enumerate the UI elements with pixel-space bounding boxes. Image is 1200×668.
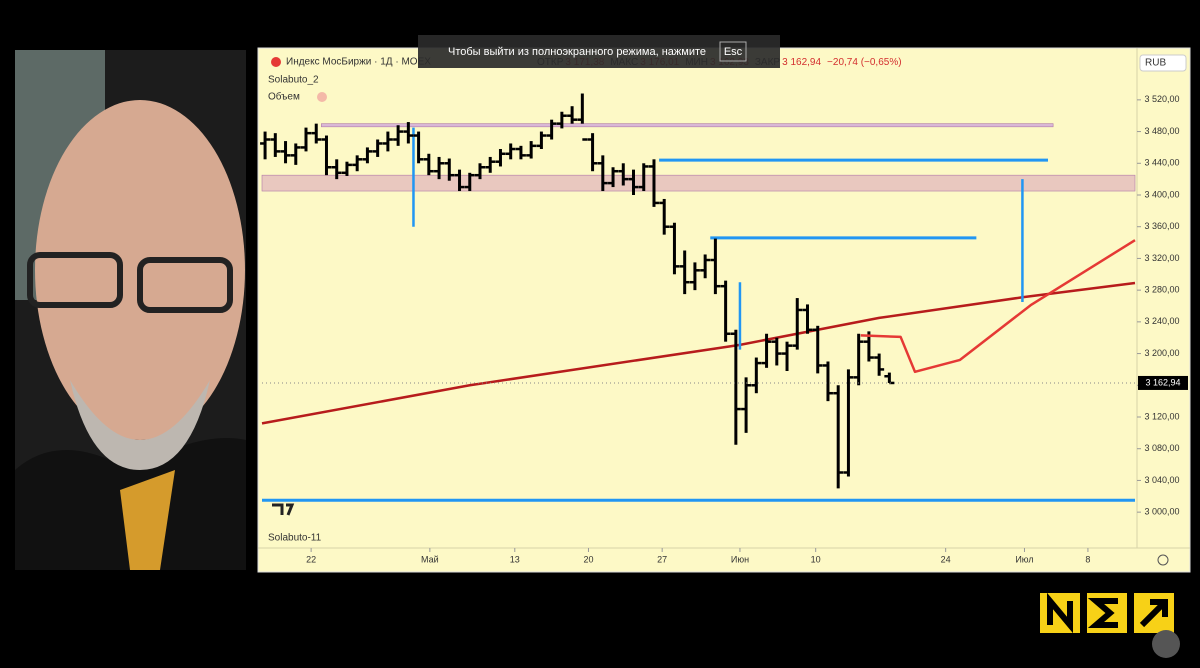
y-tick-label: 3 440,00	[1144, 158, 1179, 168]
plot: 3 000,003 040,003 080,003 120,003 160,00…	[260, 93, 1188, 564]
moving-average	[261, 281, 1136, 425]
y-tick-label: 3 080,00	[1144, 443, 1179, 453]
legend-change: −20,74 (−0,65%)	[827, 57, 902, 68]
y-tick-label: 3 360,00	[1144, 221, 1179, 231]
y-tick-label: 3 000,00	[1144, 507, 1179, 517]
y-tick-label: 3 480,00	[1144, 126, 1179, 136]
banner-text: Чтобы выйти из полноэкранного режима, на…	[448, 46, 706, 58]
forecast-line	[860, 239, 1136, 374]
logo-glyph	[1047, 592, 1073, 634]
warning-icon	[317, 92, 327, 102]
glasses-left	[27, 252, 123, 308]
brand-logo	[1040, 592, 1180, 658]
tv-logo	[272, 503, 295, 516]
x-tick-label: 22	[306, 554, 316, 564]
y-tick-label: 3 320,00	[1144, 253, 1179, 263]
x-tick-label: 27	[657, 554, 667, 564]
webcam	[15, 50, 246, 570]
chart-title: Индекс МосБиржи · 1Д · MOEX	[286, 57, 431, 68]
y-tick-label: 3 040,00	[1144, 475, 1179, 485]
banner-key: Esc	[724, 46, 743, 58]
x-tick-label: Июн	[731, 554, 749, 564]
y-tick-label: 3 120,00	[1144, 411, 1179, 421]
x-tick-label: 8	[1085, 554, 1090, 564]
x-tick-label: 24	[941, 554, 951, 564]
currency[interactable]: RUB	[1145, 58, 1166, 69]
last-price-label: 3 162,94	[1145, 377, 1180, 387]
symbol-icon	[271, 57, 281, 67]
glasses-right	[137, 257, 233, 313]
zone	[261, 174, 1136, 192]
legend-value: 3 162,94	[782, 57, 821, 68]
x-tick-label: 13	[510, 554, 520, 564]
footer-indicator: Solabuto-11	[268, 533, 322, 544]
logo-glyph	[1139, 599, 1168, 628]
indicator: Объем	[268, 91, 300, 103]
x-tick-label: Июл	[1015, 554, 1033, 564]
x-tick-label: Май	[421, 554, 439, 564]
y-tick-label: 3 400,00	[1144, 189, 1179, 199]
avatar	[1152, 630, 1180, 658]
x-tick-label: 20	[583, 554, 593, 564]
indicator: Solabuto_2	[268, 75, 319, 86]
settings-icon[interactable]	[1157, 554, 1169, 566]
x-tick-label: 10	[811, 554, 821, 564]
currency-box[interactable]	[1139, 54, 1187, 72]
zone	[321, 123, 1054, 128]
collar	[120, 470, 175, 570]
y-tick-label: 3 240,00	[1144, 316, 1179, 326]
y-tick-label: 3 520,00	[1144, 94, 1179, 104]
y-tick-label: 3 280,00	[1144, 285, 1179, 295]
y-tick-label: 3 200,00	[1144, 348, 1179, 358]
beard	[70, 380, 210, 470]
logo-glyph	[1087, 598, 1118, 628]
key-box	[719, 41, 747, 62]
last-price-tag	[1138, 375, 1188, 390]
